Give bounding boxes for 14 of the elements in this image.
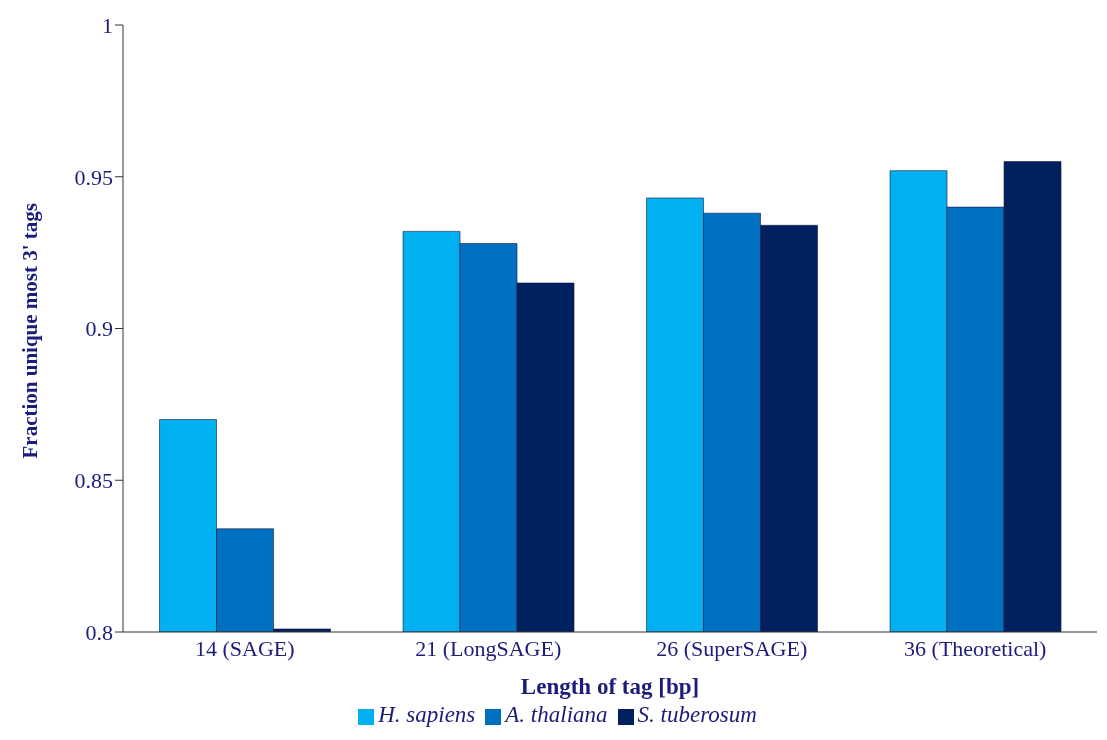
legend-label: A. thaliana: [505, 702, 608, 727]
legend-label: H. sapiens: [378, 702, 476, 727]
x-tick-label: 26 (SuperSAGE): [656, 635, 808, 661]
x-tick-label: 21 (LongSAGE): [415, 635, 562, 661]
x-tick-label: 14 (SAGE): [194, 635, 295, 661]
y-tick-label: 0.8: [85, 619, 113, 645]
x-axis-title: Length of tag [bp]: [520, 674, 700, 699]
y-tick-label: 0.85: [74, 468, 113, 494]
y-tick-label: 1: [102, 12, 113, 38]
x-tick-label: 36 (Theoretical): [904, 635, 1047, 661]
y-tick-label: 0.95: [74, 164, 113, 190]
y-tick-label: 0.9: [85, 316, 113, 342]
y-axis-title: Fraction unique most 3' tags: [18, 202, 43, 459]
legend-label: S. tuberosum: [637, 702, 757, 727]
